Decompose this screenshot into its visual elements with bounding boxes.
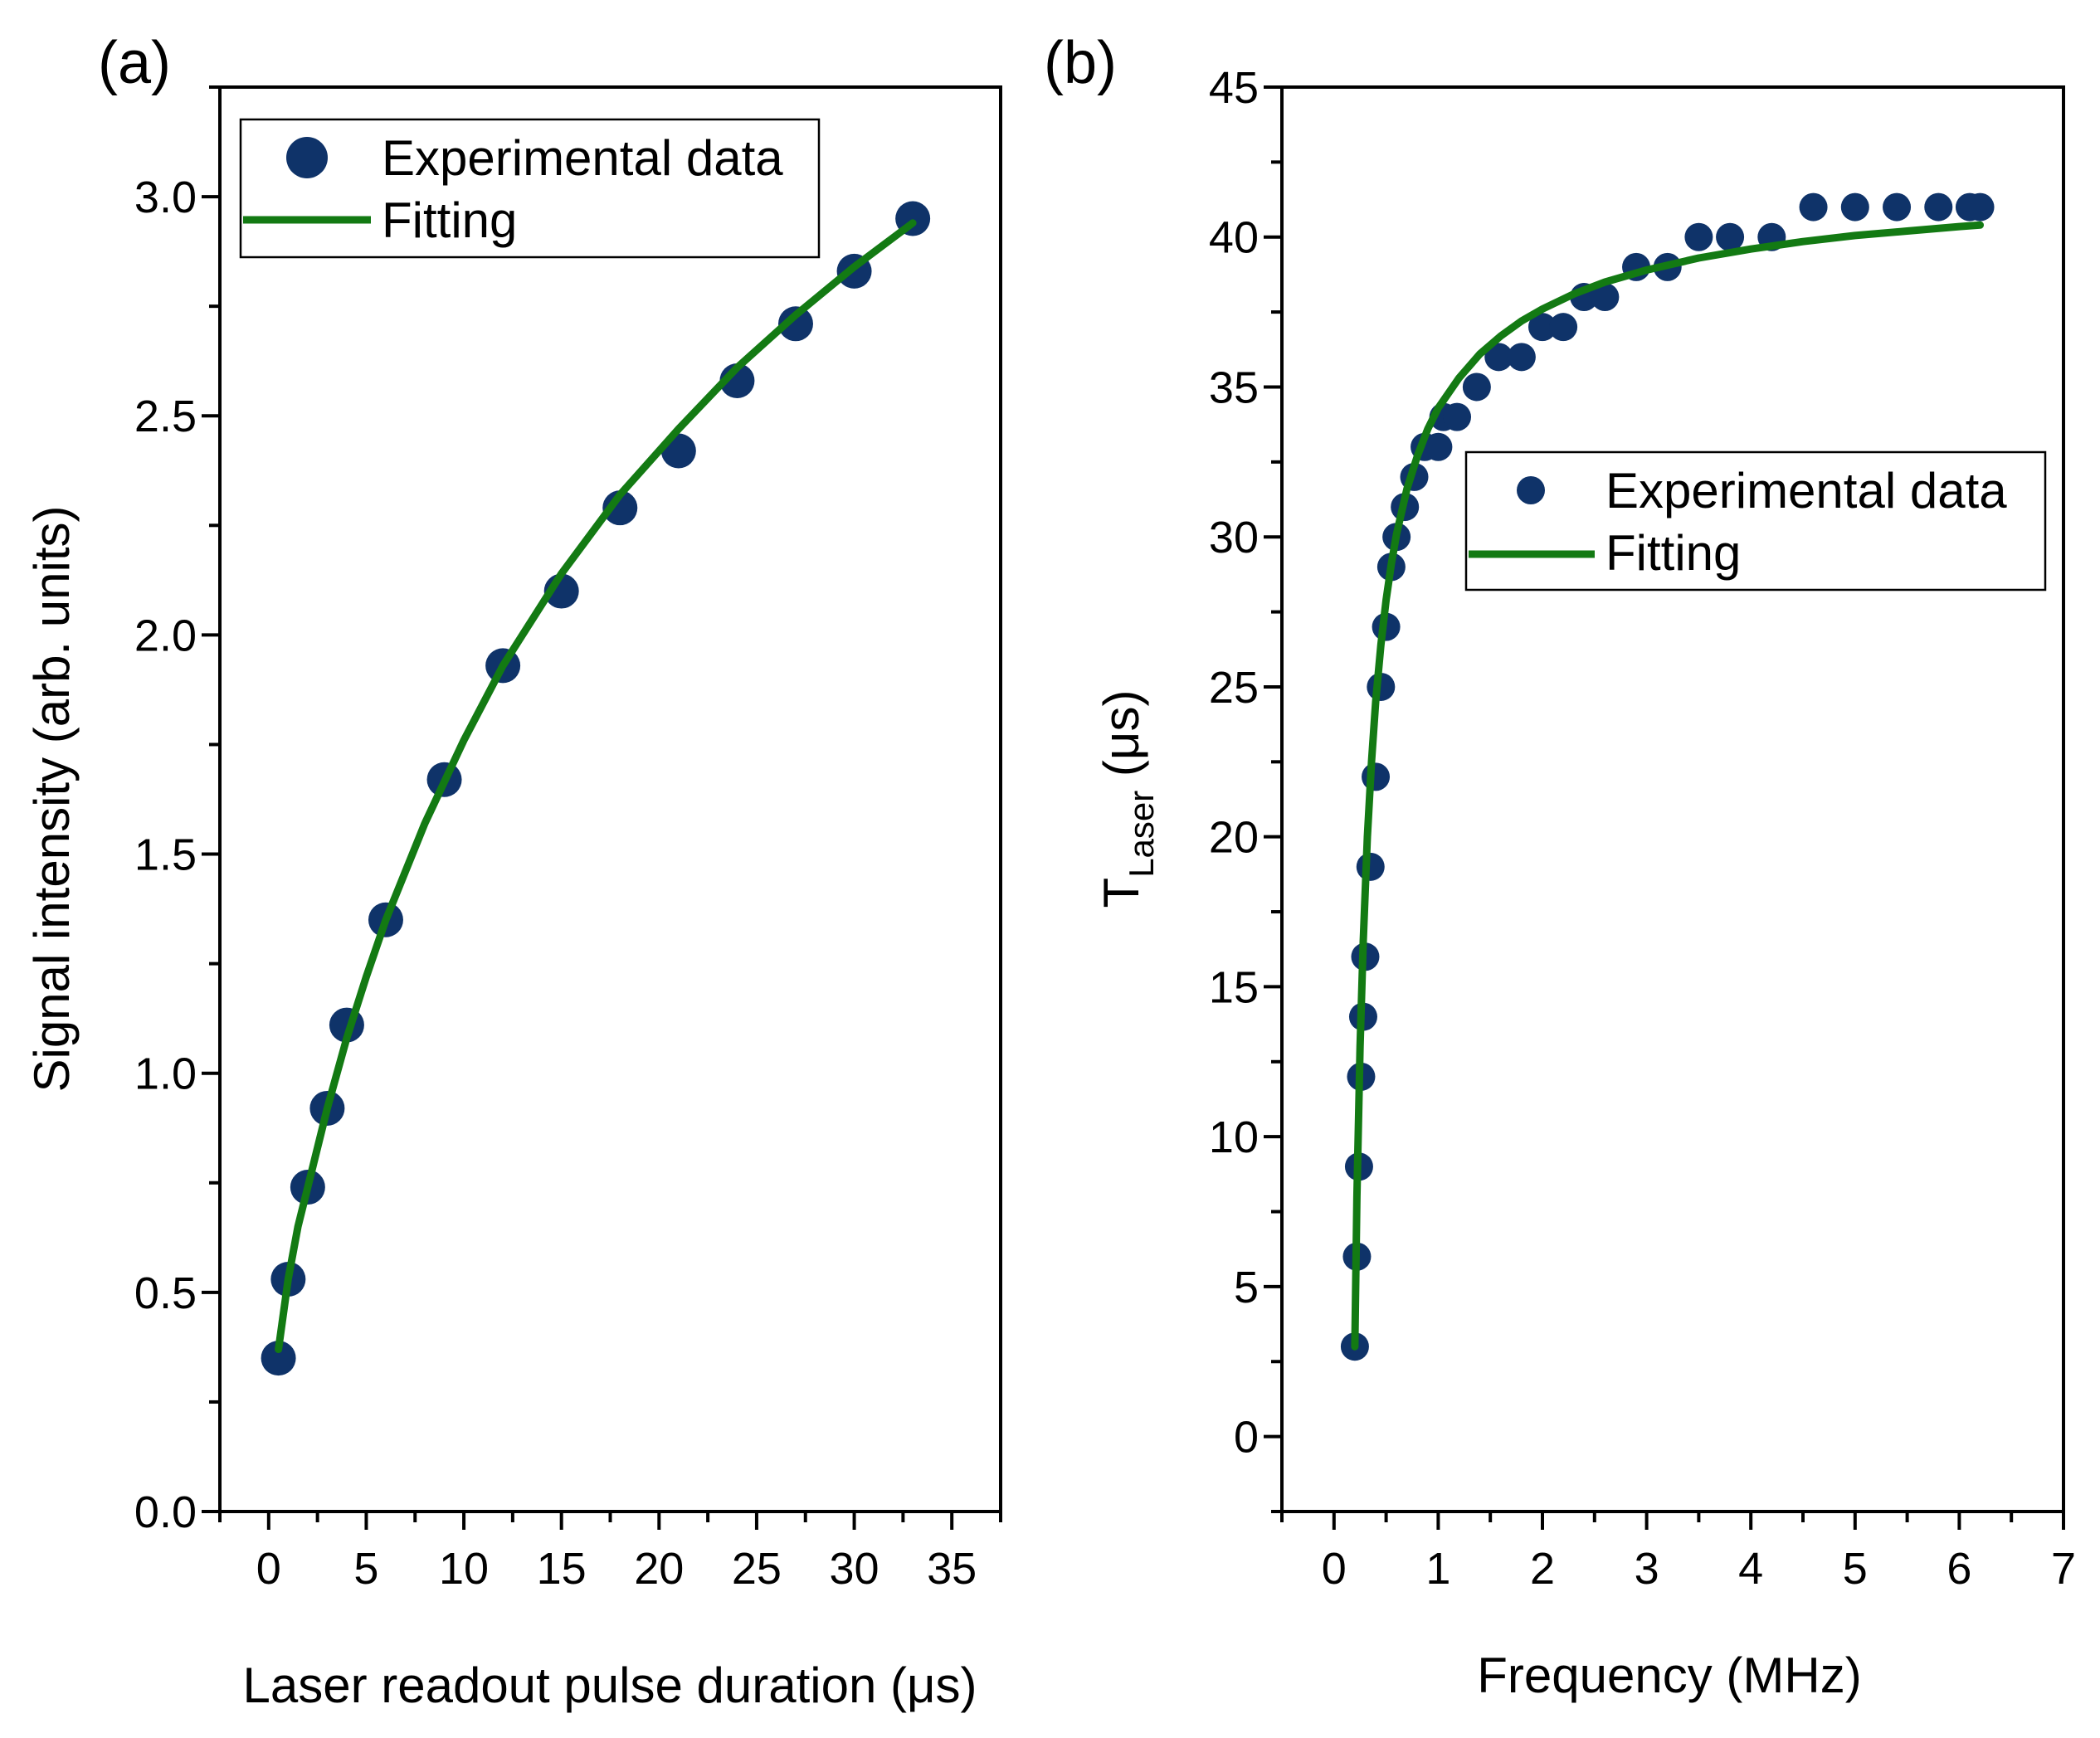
panel-a-legend-label-experimental: Experimental data <box>382 130 783 186</box>
panel-b-x-tick-label: 0 <box>1322 1544 1347 1594</box>
panel-a-data-point <box>777 306 813 342</box>
panel-b-y-tick-label: 30 <box>1209 513 1259 562</box>
panel-b-data <box>1340 192 1995 1361</box>
panel-a-x-tick-label: 5 <box>353 1544 378 1594</box>
panel-a-x-tick-label: 20 <box>634 1544 684 1594</box>
panel-a-x-tick-label: 30 <box>830 1544 879 1594</box>
panel-a-x-tick-label: 25 <box>732 1544 782 1594</box>
panel-b-data-point <box>1462 372 1491 402</box>
panel-a-y-tick-label: 3.0 <box>134 173 197 222</box>
panel-b-y-tick-label: 5 <box>1234 1263 1259 1312</box>
panel-b-data-point <box>1591 283 1620 312</box>
panel-a-legend-box <box>239 118 821 259</box>
panel-b-x-tick-label: 6 <box>1947 1544 1971 1594</box>
panel-b-x-tick-label: 1 <box>1425 1544 1450 1594</box>
panel-b-y-tick-label: 45 <box>1209 63 1259 113</box>
panel-a-y-tick-label: 0.0 <box>134 1487 197 1537</box>
panel-b-y-tick-label: 35 <box>1209 363 1259 412</box>
panel-b-data-point <box>1528 313 1557 342</box>
panel-a-y-tick-label: 2.0 <box>134 611 197 660</box>
panel-b-legend-marker-icon <box>1517 476 1545 504</box>
panel-a-y-tick-label: 1.5 <box>134 830 197 880</box>
panel-b-legend-box <box>1464 450 2047 592</box>
panel-a-legend-label-fitting: Fitting <box>382 192 517 248</box>
panel-a-data-point <box>261 1341 296 1376</box>
panel-b-x-tick-label: 2 <box>1530 1544 1555 1594</box>
panel-b-x-tick-label: 4 <box>1738 1544 1763 1594</box>
panel-b-fit-line <box>1351 221 1984 1351</box>
panel-b-y-tick-label: 40 <box>1209 213 1259 263</box>
panel-a-x-axis-title: Laser readout pulse duration (μs) <box>242 1658 977 1713</box>
panel-b-label: (b) <box>1044 30 1117 96</box>
panel-a-y-tick-label: 1.0 <box>134 1049 197 1099</box>
panel-a-y-tick-label: 0.5 <box>134 1268 197 1318</box>
panel-a-label: (a) <box>98 30 171 96</box>
panel-a-x-tick-label: 10 <box>439 1544 489 1594</box>
panel-b-x-tick-label: 7 <box>2051 1544 2076 1594</box>
panel-b-data-point <box>1362 762 1391 791</box>
panel-b-x-axis-title: Frequency (MHz) <box>1477 1648 1861 1703</box>
panel-b-data-point <box>1684 222 1713 251</box>
panel-a-data <box>261 201 931 1376</box>
panel-a-data-point <box>602 490 638 526</box>
panel-b-y-axis-title-subscript: Laser <box>1122 791 1161 878</box>
panel-b-data-point <box>1966 192 1995 222</box>
panel-a-legend: Experimental data Fitting <box>239 118 821 259</box>
panel-b-y-axis-title-unit: (μs) <box>1094 690 1149 791</box>
panel-b-x-tick-label: 5 <box>1843 1544 1868 1594</box>
panel-b-data-point <box>1484 343 1513 372</box>
panel-b-data-point <box>1799 192 1828 222</box>
panel-b-y-axis-title-main: T <box>1094 878 1149 908</box>
panel-b-y-tick-label: 25 <box>1209 663 1259 713</box>
panel-b-legend: Experimental data Fitting <box>1464 450 2047 592</box>
panel-b-data-point <box>1443 402 1472 431</box>
panel-b-data-point <box>1883 192 1912 222</box>
panel-b-data-point <box>1716 222 1745 251</box>
panel-b-y-axis-title: TLaser (μs) <box>1094 690 1161 908</box>
panel-b-y-tick-label: 10 <box>1209 1112 1259 1162</box>
panel-b-y-tick-label: 20 <box>1209 813 1259 863</box>
panel-b-y-tick-label: 0 <box>1234 1413 1259 1463</box>
panel-a-y-axis-title: Signal intensity (arb. units) <box>24 506 80 1093</box>
panel-b-data-point <box>1549 313 1578 342</box>
panel-a-x-tick-label: 35 <box>927 1544 977 1594</box>
panel-b-data-point <box>1840 192 1869 222</box>
panel-b-y-tick-label: 15 <box>1209 962 1259 1012</box>
panel-a-fit-line <box>275 219 917 1353</box>
panel-a-ticks: 0 5 10 15 20 25 30 35 0.0 0.5 1.0 1.5 2.0 2.5 3.0 <box>134 85 1002 1594</box>
panel-b-x-tick-label: 3 <box>1635 1544 1659 1594</box>
panel-a-y-tick-label: 2.5 <box>134 392 197 441</box>
panel-a: (a) 0 5 10 15 20 25 30 350.00.51.01.52.02.53.0 … <box>24 30 1002 1713</box>
panel-b-data-point <box>1356 852 1385 881</box>
panel-a-x-tick-label: 0 <box>256 1544 281 1594</box>
panel-b-legend-label-experimental: Experimental data <box>1605 463 2007 518</box>
panel-b-frame <box>1280 85 2065 1513</box>
panel-a-legend-marker-icon <box>286 137 328 178</box>
panel-b-data-point <box>1507 343 1536 372</box>
panel-b-data-point <box>1924 192 1953 222</box>
panel-a-x-tick-label: 15 <box>537 1544 587 1594</box>
panel-b-data-point <box>1424 432 1453 461</box>
panel-b-legend-label-fitting: Fitting <box>1605 525 1741 581</box>
